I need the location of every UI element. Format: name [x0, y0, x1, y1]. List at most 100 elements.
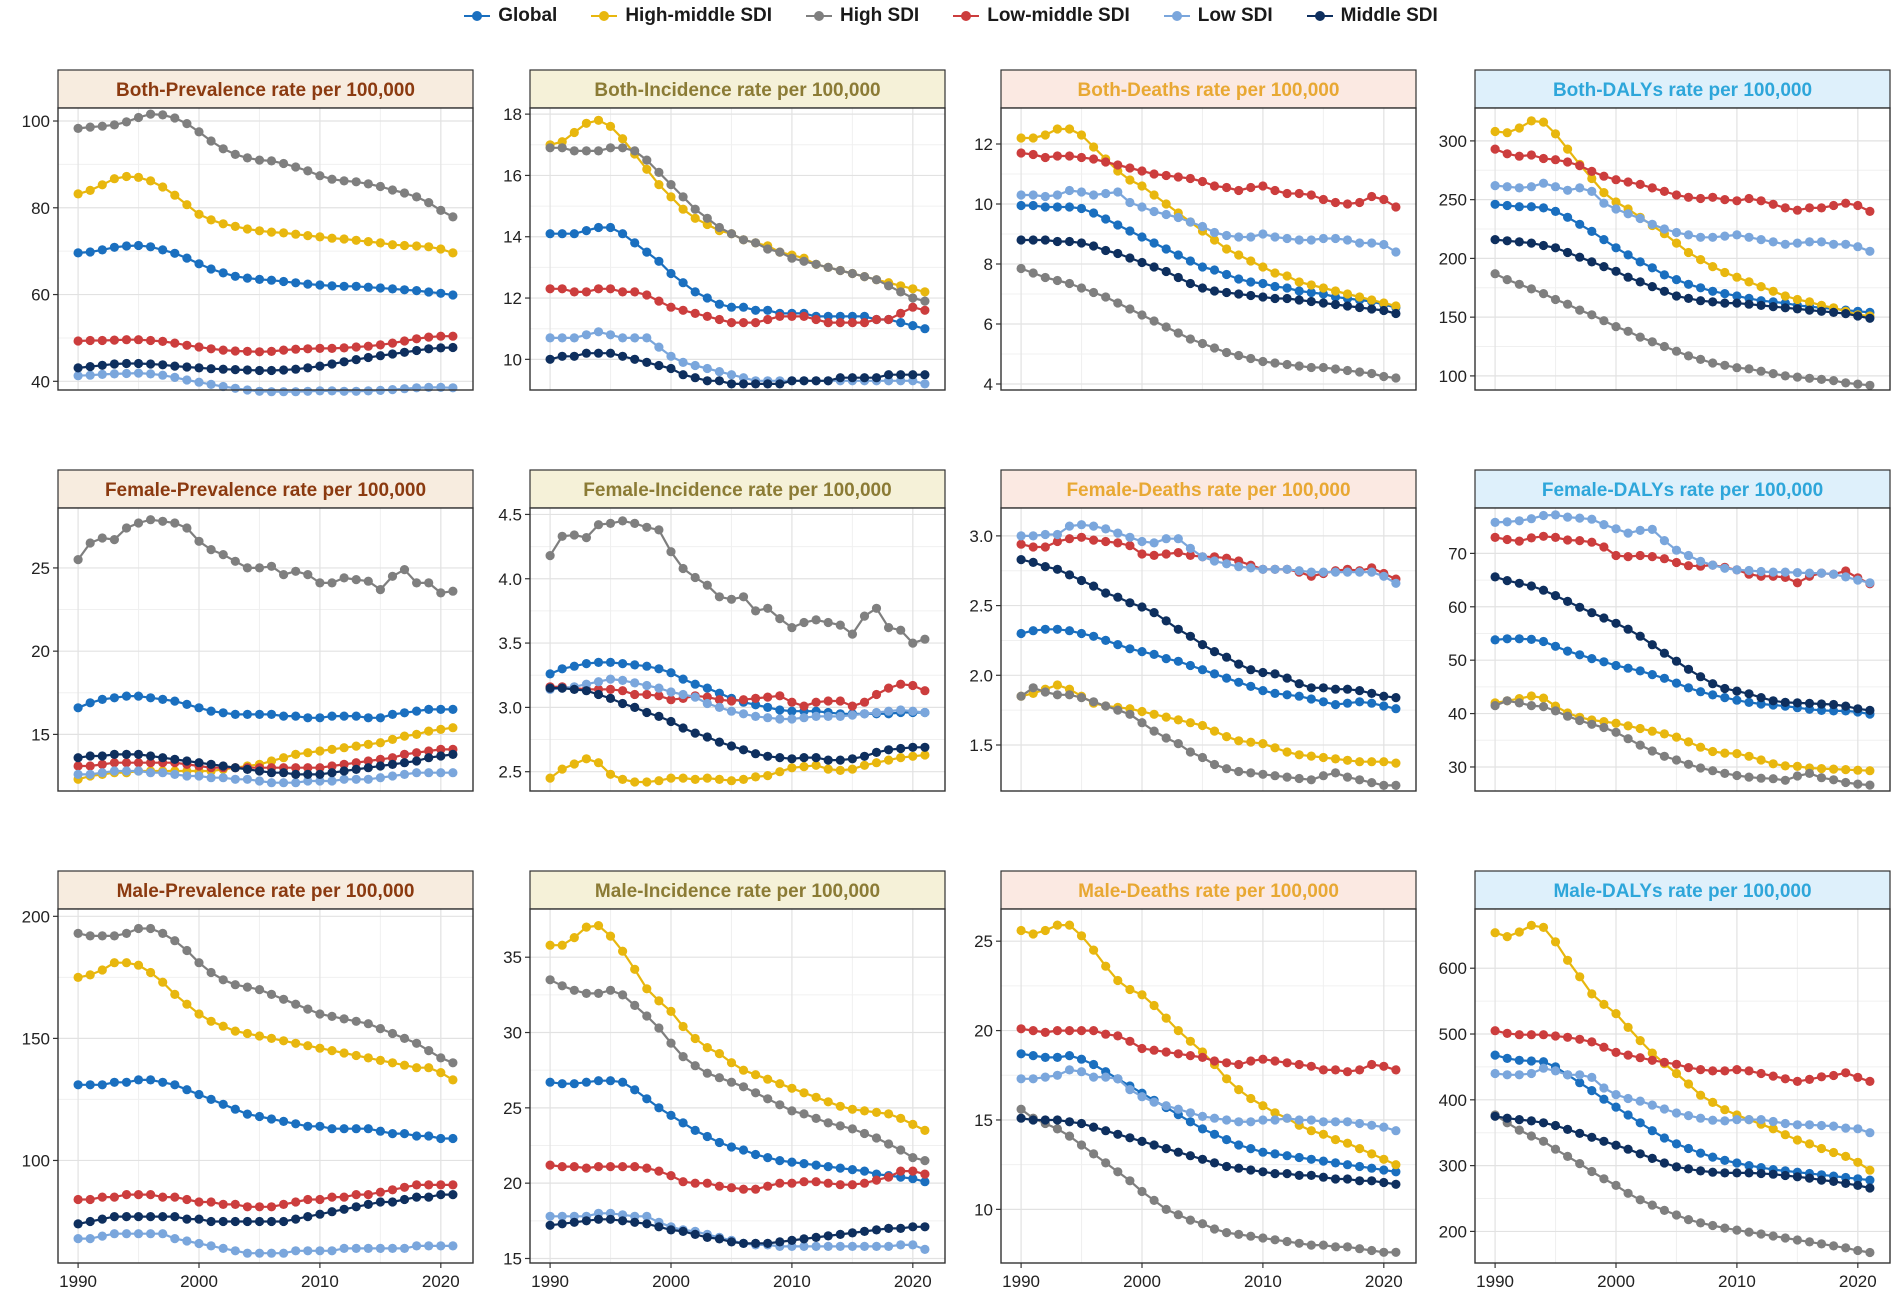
data-point [1342, 1117, 1353, 1127]
data-point [146, 359, 156, 369]
data-point [1258, 262, 1268, 272]
data-point [1768, 696, 1778, 706]
data-point [1028, 683, 1038, 693]
data-point [1185, 660, 1195, 671]
data-point [1696, 556, 1706, 567]
data-point [1853, 575, 1863, 585]
data-point [146, 242, 156, 252]
data-point [182, 771, 192, 781]
data-point [242, 153, 252, 163]
data-point [871, 1175, 882, 1185]
data-point [1647, 746, 1657, 756]
data-point [1732, 749, 1742, 759]
data-point [775, 1178, 785, 1188]
data-point [1841, 378, 1851, 388]
y-tick-label: 30 [1448, 758, 1467, 777]
data-point [1768, 567, 1778, 577]
data-point [1016, 1074, 1026, 1084]
data-point [436, 704, 446, 715]
series-low-sdi [1490, 1063, 1875, 1138]
data-point [605, 684, 616, 695]
data-point [170, 361, 180, 371]
data-point [884, 1139, 894, 1149]
data-point [593, 115, 604, 125]
data-point [1683, 192, 1694, 202]
data-point [1342, 698, 1353, 708]
data-point [1550, 591, 1561, 601]
y-tick-label: 15 [503, 1249, 522, 1268]
panel-strip [1000, 69, 1417, 109]
series-high-middle-sdi [1016, 124, 1401, 311]
data-point [291, 278, 301, 288]
data-point [859, 318, 870, 328]
data-point [375, 585, 385, 595]
data-point [1318, 1129, 1328, 1139]
data-point [1780, 567, 1790, 577]
data-point [871, 758, 882, 768]
data-point [1816, 773, 1827, 783]
data-point [1623, 1022, 1633, 1032]
y-tick-label: 20 [31, 642, 50, 661]
data-point [1708, 1220, 1718, 1231]
data-point [690, 728, 700, 738]
panel-border [529, 507, 946, 792]
data-point [1197, 720, 1208, 731]
data-point [1792, 698, 1802, 708]
data-point [1720, 298, 1730, 308]
data-point [726, 318, 737, 328]
y-tick-label: 400 [1439, 1091, 1467, 1110]
data-point [121, 1212, 132, 1222]
data-point [1089, 1026, 1099, 1036]
data-point [279, 768, 289, 778]
data-point [1671, 755, 1682, 765]
data-point [908, 1153, 918, 1163]
data-point [97, 1231, 107, 1241]
data-point [1623, 177, 1633, 187]
data-point [738, 695, 749, 705]
data-point [690, 572, 700, 583]
data-point [605, 121, 616, 131]
data-point [1064, 1065, 1075, 1075]
data-point [618, 1077, 628, 1087]
panel-strip [1000, 870, 1417, 910]
data-point [133, 358, 144, 369]
data-point [1587, 226, 1597, 236]
panel-strip [529, 870, 946, 910]
data-point [121, 117, 132, 127]
data-point [339, 1048, 349, 1058]
data-point [1623, 1050, 1633, 1060]
data-point [1294, 1152, 1304, 1163]
panel-border [1000, 908, 1417, 1264]
data-point [182, 945, 192, 956]
data-point [1294, 1170, 1304, 1180]
data-point [1780, 1074, 1790, 1084]
data-point [97, 369, 107, 379]
data-point [1222, 230, 1232, 241]
data-point [182, 362, 192, 372]
data-point [763, 1181, 773, 1191]
data-point [835, 265, 845, 276]
data-point [339, 386, 349, 396]
panel-both-prevalence-rate-per-100-000: Both-Prevalence rate per 100,00040608010… [22, 69, 474, 397]
data-point [1282, 1058, 1292, 1068]
data-point [1306, 683, 1316, 693]
data-point [618, 774, 628, 785]
data-point [206, 773, 216, 783]
data-point [557, 981, 567, 991]
data-point [182, 999, 192, 1009]
data-point [158, 694, 168, 705]
data-point [1756, 282, 1766, 292]
data-point [230, 980, 240, 990]
data-point [73, 1080, 83, 1090]
panel-title: Male-DALYs rate per 100,000 [1553, 881, 1811, 902]
data-point [799, 1088, 809, 1098]
data-point [1696, 193, 1706, 204]
data-point [1611, 1180, 1621, 1190]
data-point [1282, 1151, 1292, 1161]
data-point [823, 696, 833, 706]
data-point [1768, 369, 1778, 379]
data-point [1599, 613, 1609, 623]
data-point [1222, 1058, 1232, 1068]
data-point [605, 693, 616, 704]
data-point [630, 678, 640, 688]
